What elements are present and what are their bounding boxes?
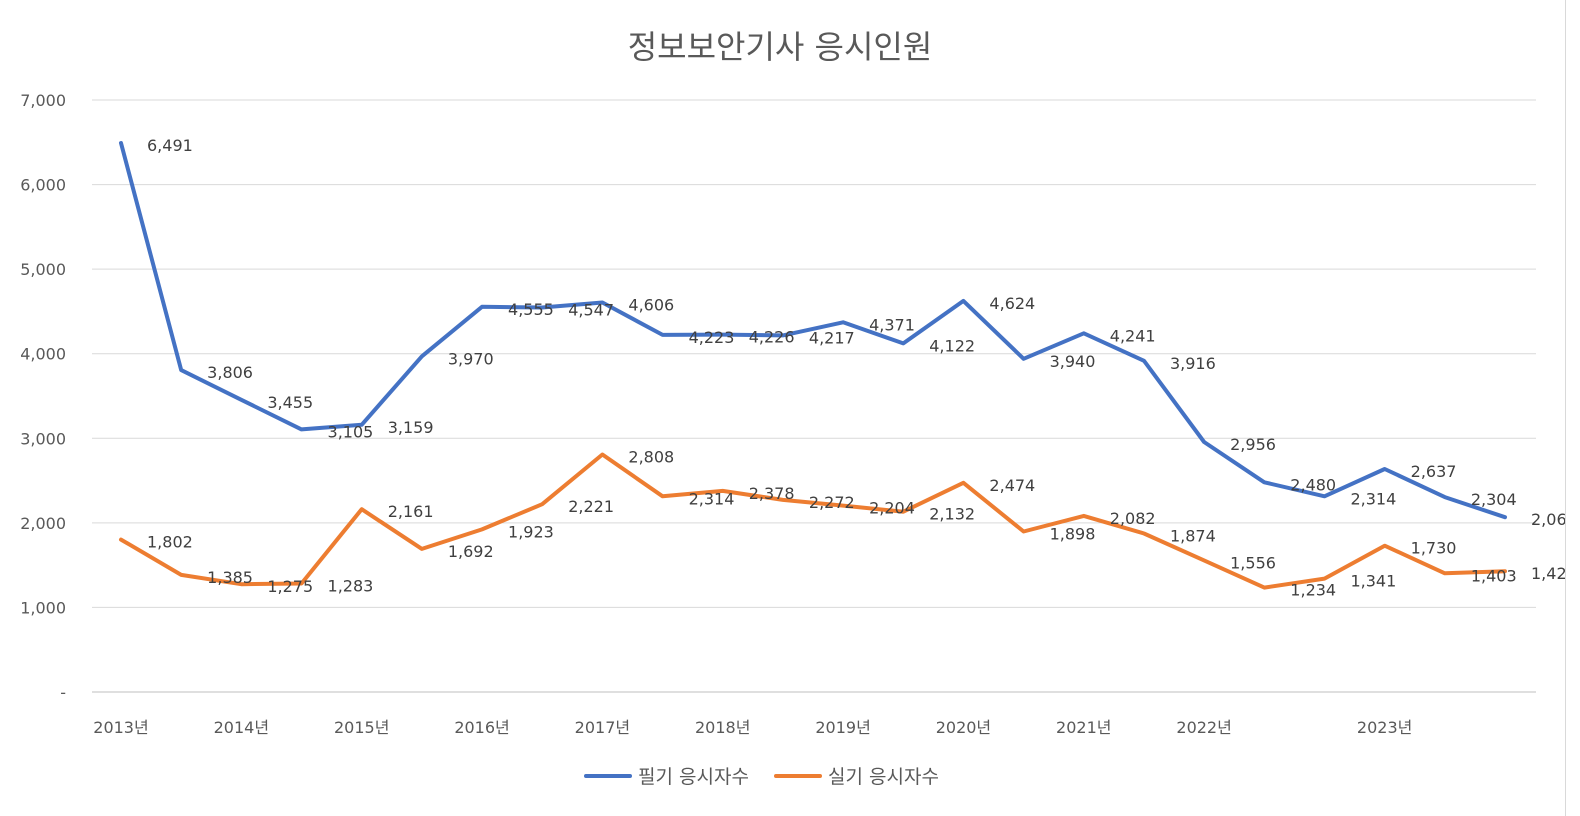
x-tick-label: 2023년: [1357, 718, 1412, 737]
series-line-2: [119, 452, 1507, 590]
data-label: 2,480: [1290, 475, 1336, 494]
x-tick-label: 2016년: [454, 718, 509, 737]
data-label: 1,283: [328, 576, 374, 595]
data-label: 2,221: [568, 497, 614, 516]
y-tick-label: 3,000: [20, 429, 66, 448]
data-label: 3,159: [388, 418, 434, 437]
y-tick-label: -: [60, 683, 66, 702]
data-label: 4,217: [809, 328, 855, 347]
data-label: 4,371: [869, 315, 915, 334]
x-tick-label: 2017년: [575, 718, 630, 737]
data-label: 2,161: [388, 502, 434, 521]
x-tick-label: 2021년: [1056, 718, 1111, 737]
y-tick-label: 7,000: [20, 91, 66, 110]
y-tick-label: 1,000: [20, 598, 66, 617]
data-label: 2,314: [1350, 489, 1396, 508]
data-label: 1,874: [1170, 527, 1216, 546]
data-label: 2,314: [689, 489, 735, 508]
x-tick-label: 2019년: [815, 718, 870, 737]
data-label: 1,898: [1050, 524, 1096, 543]
x-tick-label: 2013년: [93, 718, 148, 737]
data-label: 1,730: [1411, 539, 1457, 558]
data-label: 1,556: [1230, 553, 1276, 572]
chart-title: 정보보안기사 응시인원: [627, 28, 933, 66]
data-label: 2,637: [1411, 462, 1457, 481]
data-label: 4,122: [929, 336, 975, 355]
y-tick-label: 2,000: [20, 514, 66, 533]
data-label: 4,606: [628, 295, 674, 314]
data-label: 1,385: [207, 568, 253, 587]
data-label: 2,378: [749, 484, 795, 503]
data-label: 1,923: [508, 522, 554, 541]
series-line-1: [119, 141, 1507, 520]
data-label: 6,491: [147, 136, 193, 155]
data-label: 3,105: [328, 422, 374, 441]
data-label: 1,403: [1471, 566, 1517, 585]
data-label: 1,802: [147, 533, 193, 552]
data-label: 2,132: [929, 505, 975, 524]
data-label: 1,692: [448, 542, 494, 561]
data-label: 3,455: [267, 393, 313, 412]
x-tick-label: 2022년: [1176, 718, 1231, 737]
y-tick-label: 5,000: [20, 260, 66, 279]
data-label: 3,970: [448, 349, 494, 368]
data-label: 4,547: [568, 300, 614, 319]
x-tick-label: 2014년: [214, 718, 269, 737]
data-label: 2,956: [1230, 435, 1276, 454]
data-label: 2,272: [809, 493, 855, 512]
x-tick-label: 2020년: [936, 718, 991, 737]
data-label: 2,204: [869, 499, 915, 518]
data-label: 2,808: [628, 448, 674, 467]
data-label: 4,624: [989, 294, 1035, 313]
y-tick-label: 4,000: [20, 345, 66, 364]
data-label: 4,223: [689, 328, 735, 347]
data-label: 2,082: [1110, 509, 1156, 528]
y-tick-label: 6,000: [20, 176, 66, 195]
data-label: 3,806: [207, 363, 253, 382]
data-label: 4,226: [749, 328, 795, 347]
x-tick-label: 2018년: [695, 718, 750, 737]
x-tick-label: 2015년: [334, 718, 389, 737]
data-label: 3,916: [1170, 354, 1216, 373]
data-label: 2,474: [989, 476, 1035, 495]
data-label: 2,304: [1471, 490, 1517, 509]
data-label: 1,234: [1290, 581, 1336, 600]
data-label: 4,241: [1110, 326, 1156, 345]
data-label: 1,275: [267, 577, 313, 596]
legend-label: 실기 응시자수: [828, 766, 939, 788]
data-label: 4,555: [508, 300, 554, 319]
data-label: 3,940: [1050, 352, 1096, 371]
data-label: 1,341: [1350, 572, 1396, 591]
legend-label: 필기 응시자수: [638, 766, 749, 788]
window-edge: [1565, 0, 1580, 816]
